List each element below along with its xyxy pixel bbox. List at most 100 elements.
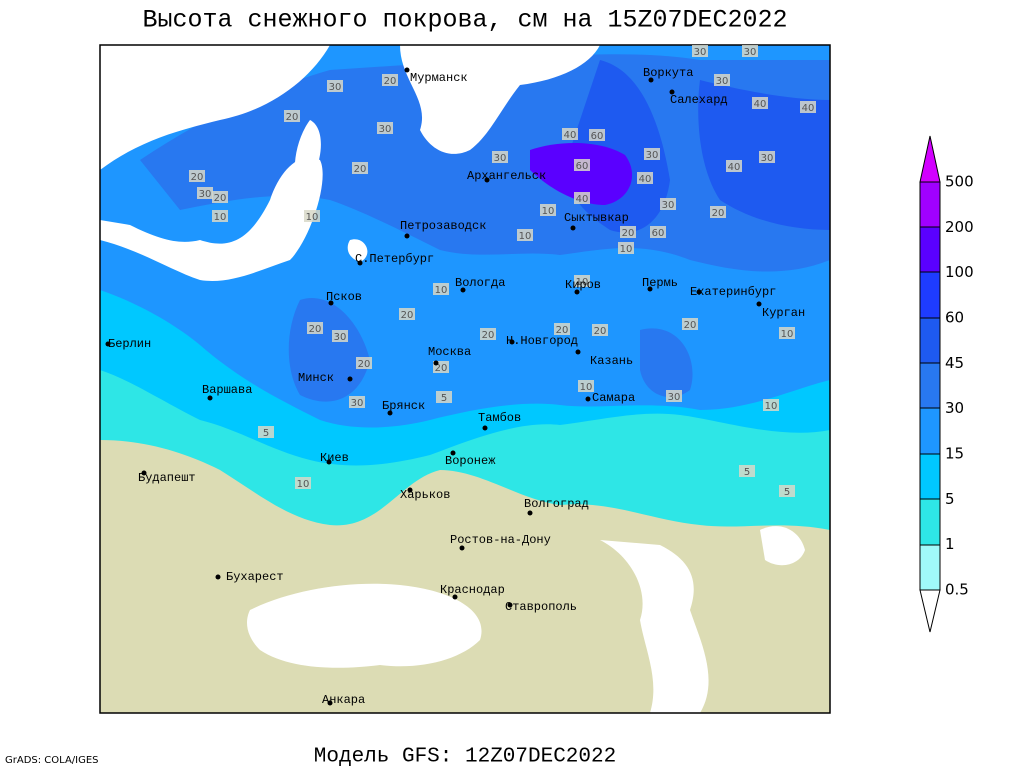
contour-label: 40 [754,99,767,110]
contour-label-box [284,110,300,122]
city-label: Воркута [643,66,693,80]
city-dot [141,470,147,476]
city-dot [575,349,581,355]
contour-label-box [710,206,726,218]
contour-label: 30 [761,153,774,164]
contour-label: 20 [358,359,371,370]
city-label: Берлин [108,337,151,351]
contour-label: 20 [712,208,725,219]
colorbar-segment [919,544,941,591]
colorbar-label: 0.5 [945,581,969,599]
contour-label-box [212,191,228,203]
contour-label-box [517,229,533,241]
contour-label-box [480,328,496,340]
city-label: Киев [320,451,349,465]
colorbar-label: 60 [945,309,964,327]
city-dot [105,341,111,347]
contour-label-box [714,74,730,86]
contour-label: 30 [334,332,347,343]
contour-label-box [356,357,372,369]
contour-label: 20 [556,325,569,336]
city-label: Москва [428,345,471,359]
colorbar-segment [919,362,941,409]
contour-label-box [742,45,758,57]
contour-label-box [752,97,768,109]
city-label: Пермь [642,276,678,290]
contour-label-box [779,485,795,497]
colorbar-segment [919,226,941,273]
contour-label-box [332,330,348,342]
contour-label-box [399,308,415,320]
colorbar-label: 30 [945,399,964,417]
contour-label: 10 [435,285,448,296]
city-dot [507,602,513,608]
colorbar-segment [919,317,941,364]
colorbar-label: 1 [945,535,955,553]
contour-label: 10 [620,244,633,255]
contour-label-box [644,148,660,160]
contour-label-box [574,275,590,287]
city-dot [459,545,465,551]
contour-label-box [800,101,816,113]
contour-label: 30 [716,76,729,87]
contour-label: 30 [646,150,659,161]
city-label: Харьков [400,488,450,502]
colorbar-label: 500 [945,173,974,191]
city-dot [347,376,353,382]
city-label: Екатеринбург [690,285,776,299]
city-dot [484,177,490,183]
map-frame [99,44,831,714]
contour-label: 40 [802,103,815,114]
baltic-sea [100,157,323,281]
contour-label: 30 [329,82,342,93]
colorbar-label: 45 [945,354,964,372]
contour-label-box [637,172,653,184]
contour-label: 20 [482,330,495,341]
contour-label: 10 [306,212,319,223]
contour-label-box [307,322,323,334]
contour-label: 20 [191,172,204,183]
city-label: Волгоград [524,497,589,511]
city-label: Архангельск [467,169,546,183]
city-dot [570,225,576,231]
contour-label-box [377,122,393,134]
contour-label: 60 [576,161,589,172]
contour-label-box [620,226,636,238]
contour-label-box [739,465,755,477]
contour-label-box [349,396,365,408]
contour-label-box [763,399,779,411]
city-dot [460,287,466,293]
contour-label: 20 [309,324,322,335]
contour-label-box [692,45,708,57]
contour-label: 60 [652,228,665,239]
city-label: Самара [592,391,635,405]
colorbar-segment [919,453,941,500]
contour-label: 10 [765,401,778,412]
black-sea [247,583,482,668]
city-label: Мурманск [410,71,468,85]
contour-label: 5 [784,487,790,498]
city-dot [450,450,456,456]
city-dot [648,77,654,83]
colorbar-segment [919,135,941,183]
contour-label-box [589,129,605,141]
contour-label: 60 [591,131,604,142]
city-label: Бухарест [226,570,284,584]
colorbar-segment [919,271,941,319]
contour-label-box [382,74,398,86]
contour-label: 20 [286,112,299,123]
snow-30-45 [140,54,830,272]
map-area [100,45,830,713]
city-dot [387,410,393,416]
barents-white-sea [400,45,600,154]
colorbar-label: 100 [945,263,974,281]
city-dot [696,289,702,295]
contour-label: 40 [564,130,577,141]
contour-label-box [682,318,698,330]
contour-label-box [352,162,368,174]
city-label: Казань [590,354,633,368]
city-label: Салехард [670,93,728,107]
city-dot [207,395,213,401]
title: Высота снежного покрова, см на 15Z07DEC2… [142,6,787,35]
